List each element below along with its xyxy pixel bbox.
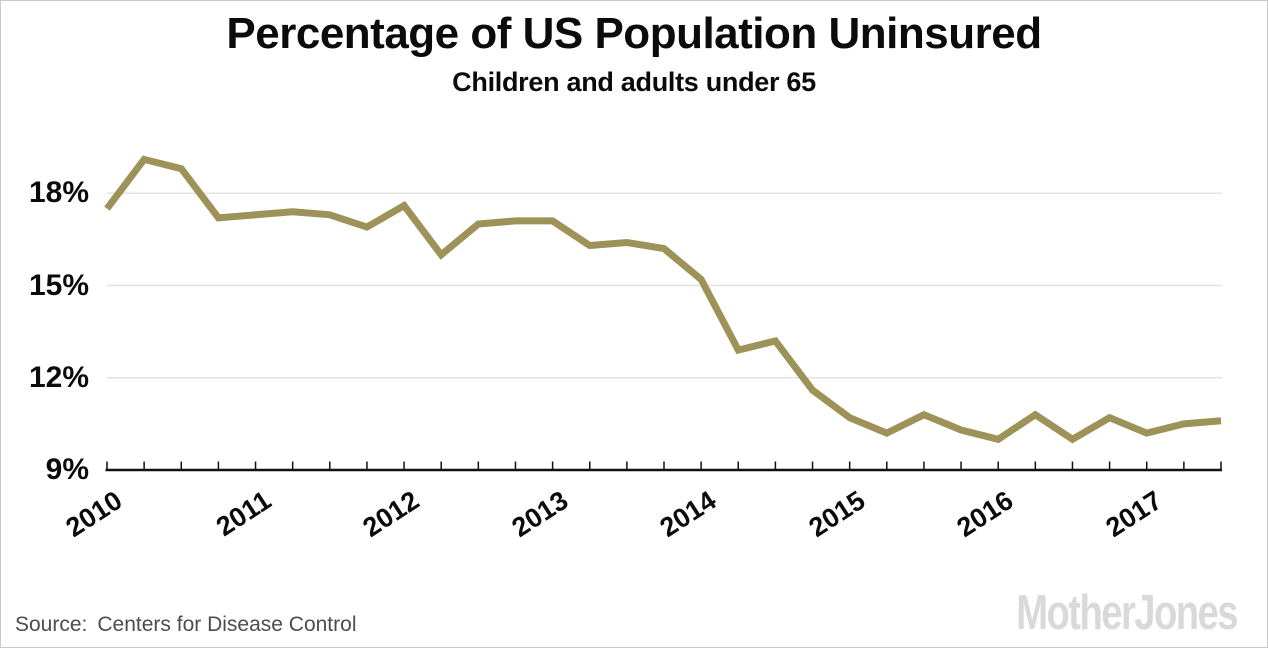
uninsured-line-series	[104, 155, 1222, 444]
source-note: Source: Centers for Disease Control	[15, 613, 356, 637]
y-axis-label-9: 9%	[45, 453, 89, 486]
y-axis-label-12: 12%	[28, 360, 89, 394]
chart-title: Percentage of US Population Uninsured	[226, 9, 1042, 58]
source-text: Centers for Disease Control	[97, 613, 357, 636]
source-label: Source:	[15, 613, 88, 636]
y-axis-label-18: 18%	[28, 176, 89, 210]
y-axis-label-15: 15%	[28, 268, 89, 302]
chart-subtitle: Children and adults under 65	[452, 67, 816, 97]
motherjones-logo: MotherJones	[1016, 586, 1238, 640]
